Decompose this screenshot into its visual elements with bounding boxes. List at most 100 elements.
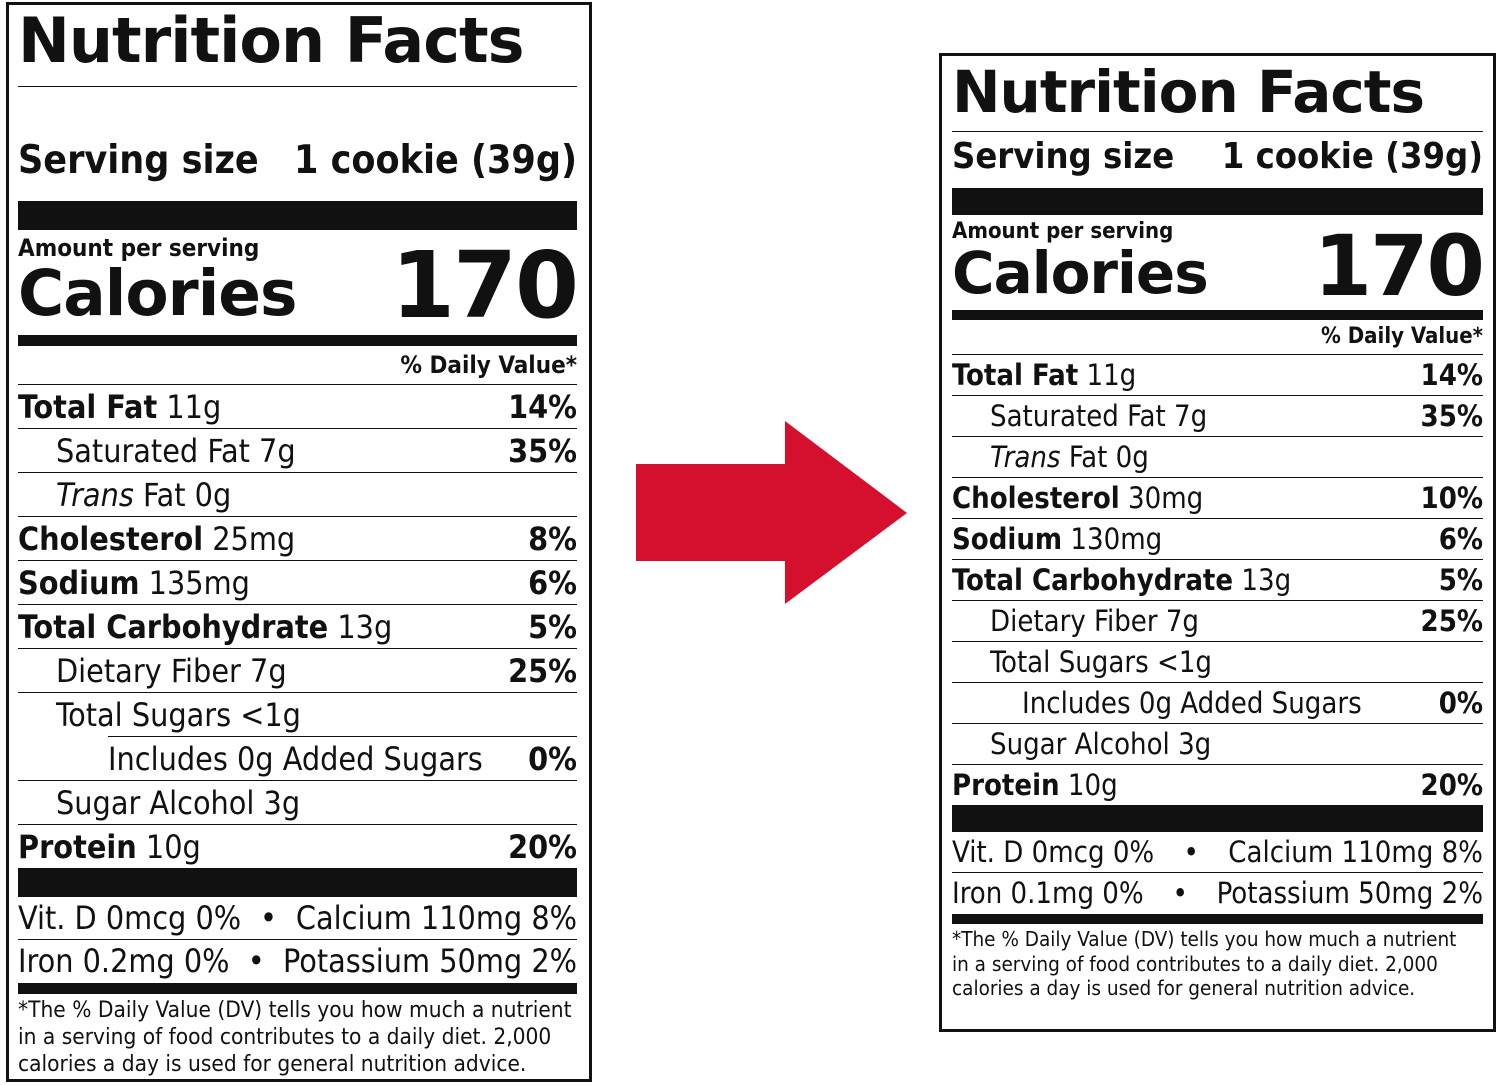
serving-size-value: 1 cookie (39g) (294, 137, 577, 183)
nutrient-amount: 13g (337, 607, 393, 646)
nutrient-row: Total Carbohydrate 13g 5% (952, 559, 1483, 600)
nutrient-name: Protein (18, 827, 137, 866)
nutrient-name: Includes 0g Added Sugars (108, 739, 483, 778)
nutrient-dv: 25% (508, 651, 577, 690)
potassium: Potassium 50mg 2% (283, 942, 577, 981)
nutrient-dv: 8% (528, 519, 577, 558)
vit-d: Vit. D 0mcg 0% (18, 899, 242, 938)
nutrient-row: Sugar Alcohol 3g (952, 723, 1483, 764)
nutrient-amount: 25mg (212, 519, 296, 558)
vit-d: Vit. D 0mcg 0% (952, 835, 1155, 870)
nutrient-row: Dietary Fiber 7g 25% (18, 648, 577, 692)
nutrient-name: Total Fat (18, 387, 158, 426)
calcium: Calcium 110mg 8% (1228, 835, 1483, 870)
vitamin-row: Iron 0.2mg 0% • Potassium 50mg 2% (18, 939, 577, 982)
iron: Iron 0.1mg 0% (952, 876, 1144, 911)
nutrient-dv: 6% (1438, 522, 1483, 557)
nutrient-name: Cholesterol (952, 481, 1120, 516)
nutrient-dv: 35% (1420, 399, 1483, 434)
nutrient-dv: 20% (1420, 768, 1483, 803)
amount-per-serving: Amount per serving (952, 219, 1174, 244)
label-title: Nutrition Facts (18, 4, 525, 77)
nutrient-amount: 11g (166, 387, 222, 426)
nutrient-name: Dietary Fiber 7g (990, 604, 1199, 639)
label-title: Nutrition Facts (952, 58, 1425, 126)
nutrient-name: Sugar Alcohol 3g (56, 783, 301, 822)
calories-value: 170 (390, 232, 579, 340)
daily-value-header: % Daily Value* (1321, 324, 1483, 350)
nutrient-name: Saturated Fat 7g (56, 431, 296, 470)
nutrient-row: Sugar Alcohol 3g (18, 780, 577, 824)
daily-value-header: % Daily Value* (400, 351, 577, 380)
nutrient-row: Total Sugars <1g (952, 641, 1483, 682)
nutrient-dv: 14% (1420, 358, 1483, 393)
footnote: *The % Daily Value (DV) tells you how mu… (952, 924, 1483, 1001)
nutrient-amount: 130mg (1070, 522, 1163, 557)
nutrient-name: Total Carbohydrate (952, 563, 1234, 598)
nutrient-name: Saturated Fat 7g (990, 399, 1208, 434)
calories-label: Calories (952, 239, 1209, 308)
vitamin-row: Vit. D 0mcg 0% • Calcium 110mg 8% (952, 832, 1483, 872)
medium-divider (18, 983, 577, 995)
nutrient-name: Fat 0g (142, 475, 232, 514)
nutrient-row: Includes 0g Added Sugars 0% (952, 682, 1483, 723)
nutrition-label-updated: Nutrition Facts Serving size 1 cookie (3… (939, 53, 1496, 1032)
nutrient-row: Total Sugars <1g (18, 692, 577, 736)
footnote-line: calories a day is used for general nutri… (18, 1051, 527, 1078)
nutrient-row: Sodium 135mg 6% (18, 560, 577, 604)
nutrient-row: Trans Fat 0g (18, 472, 577, 516)
amount-per-serving: Amount per serving (18, 234, 260, 262)
nutrient-amount: 10g (145, 827, 201, 866)
footnote-line: calories a day is used for general nutri… (952, 976, 1416, 1001)
bullet: • (1172, 876, 1188, 911)
footnote: *The % Daily Value (DV) tells you how mu… (18, 994, 577, 1078)
nutrient-row: Cholesterol 25mg 8% (18, 516, 577, 560)
nutrient-row: Dietary Fiber 7g 25% (952, 600, 1483, 641)
nutrient-dv: 0% (1438, 686, 1483, 721)
nutrient-dv: 5% (528, 607, 577, 646)
bullet: • (1183, 835, 1199, 870)
nutrient-name: Dietary Fiber 7g (56, 651, 287, 690)
serving-size-value: 1 cookie (39g) (1221, 135, 1483, 177)
nutrient-dv: 14% (508, 387, 577, 426)
nutrient-name: Total Carbohydrate (18, 607, 329, 646)
bullet: • (247, 942, 265, 981)
iron: Iron 0.2mg 0% (18, 942, 230, 981)
nutrient-amount: 10g (1067, 768, 1118, 803)
vitamin-row: Iron 0.1mg 0% • Potassium 50mg 2% (952, 872, 1483, 913)
nutrient-name: Sugar Alcohol 3g (990, 727, 1212, 762)
potassium: Potassium 50mg 2% (1216, 876, 1483, 911)
calories-row: Calories 170 (952, 224, 1485, 308)
nutrient-row: Protein 10g 20% (18, 824, 577, 868)
nutrient-amount: 13g (1241, 563, 1292, 598)
nutrient-amount: 30mg (1128, 481, 1204, 516)
nutrient-name: Fat 0g (1068, 440, 1149, 475)
medium-divider (952, 310, 1483, 321)
right-arrow-icon (636, 421, 907, 604)
nutrient-row: Sodium 130mg 6% (952, 518, 1483, 559)
footnote-line: *The % Daily Value (DV) tells you how mu… (952, 927, 1457, 952)
thick-divider (18, 868, 577, 898)
trans-prefix: Trans (990, 440, 1061, 475)
nutrient-name: Sodium (18, 563, 140, 602)
nutrient-name: Total Sugars <1g (56, 695, 301, 734)
footnote-line: in a serving of food contributes to a da… (952, 951, 1438, 976)
calcium: Calcium 110mg 8% (295, 899, 577, 938)
nutrition-label-original: Nutrition Facts Serving size 1 cookie (3… (6, 2, 592, 1082)
nutrient-dv: 10% (1420, 481, 1483, 516)
thick-divider (952, 188, 1483, 215)
nutrient-dv: 25% (1420, 604, 1483, 639)
nutrient-row: Saturated Fat 7g 35% (952, 395, 1483, 436)
vitamin-row: Vit. D 0mcg 0% • Calcium 110mg 8% (18, 897, 577, 939)
footnote-line: in a serving of food contributes to a da… (18, 1024, 552, 1051)
nutrient-dv: 6% (528, 563, 577, 602)
nutrient-amount: 11g (1086, 358, 1137, 393)
bullet: • (260, 899, 278, 938)
nutrient-name: Total Sugars <1g (990, 645, 1212, 680)
nutrient-row: Cholesterol 30mg 10% (952, 477, 1483, 518)
nutrient-row: Saturated Fat 7g 35% (18, 428, 577, 472)
nutrient-dv: 20% (508, 827, 577, 866)
calories-row: Calories 170 (18, 240, 579, 332)
serving-size-label: Serving size (18, 137, 259, 183)
nutrient-amount: 135mg (148, 563, 250, 602)
